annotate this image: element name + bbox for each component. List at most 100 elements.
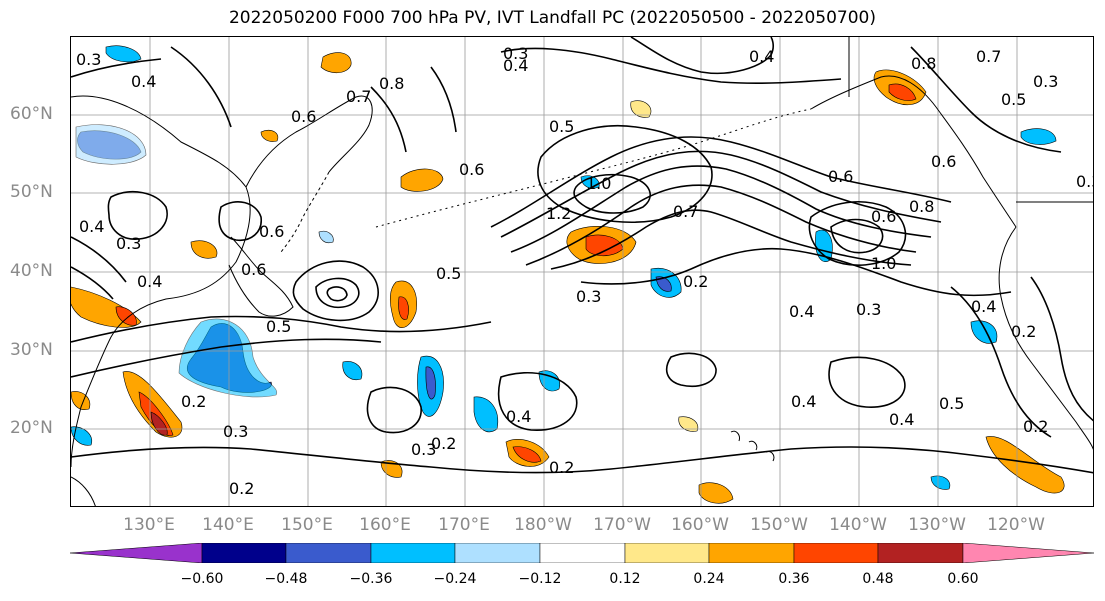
contour-label: 0.4: [137, 272, 162, 291]
contour-label: 0.3: [503, 44, 528, 63]
contour-north-1: [500, 47, 842, 85]
contour-south-loop-1: [366, 386, 422, 434]
contour-jet-1: [490, 136, 952, 228]
contour-label: 0.3: [411, 440, 436, 459]
lon-label-140w: 140°W: [829, 515, 887, 535]
contour-label: 1.0: [871, 254, 896, 273]
contour-mid-band-1: [71, 315, 492, 343]
contour-label: 0.3: [856, 300, 881, 319]
lat-label-20n: 20°N: [10, 418, 53, 438]
colorbar: [69, 542, 1095, 564]
colorbar-segment: [539, 542, 626, 564]
colorbar-tick: 0.60: [947, 571, 979, 587]
contour-jet-3: [510, 165, 932, 253]
colorbar-tick: 0.48: [862, 571, 894, 587]
contour-south-band: [71, 446, 1093, 474]
colorbar-segment: [962, 542, 1095, 564]
lon-label-130e: 130°E: [123, 515, 175, 535]
lon-label-170e: 170°E: [438, 515, 490, 535]
lon-label-150e: 150°E: [281, 515, 333, 535]
contour-ridge-outer: [580, 247, 1012, 297]
lat-label-60n: 60°N: [10, 104, 53, 124]
anomaly-blob-pos-baja: [985, 436, 1065, 494]
colorbar-segment: [877, 542, 964, 564]
contour-label: 0.4: [789, 302, 814, 321]
colorbar-tick: 0.12: [609, 571, 641, 587]
contour-label: 0.8: [909, 197, 934, 216]
coastline-hawaii: [730, 430, 775, 462]
contour-label: 0.3: [1076, 172, 1094, 191]
map-panel[interactable]: 0.3 0.4 0.4 0.8 0.6 0.7 0.5 0.6 0.8 0.7 …: [70, 36, 1094, 507]
contour-east-band: [950, 286, 1052, 438]
contour-label: 1.2: [546, 204, 571, 223]
contour-label: 0.4: [79, 217, 104, 236]
colorbar-segment: [370, 542, 456, 564]
contour-label: 0.5: [1001, 90, 1026, 109]
anomaly-blob-neg-central-1-core: [425, 366, 436, 400]
map-title: 2022050200 F000 700 hPa PV, IVT Landfall…: [228, 8, 876, 28]
anomaly-blob-pos-china-core: [115, 306, 137, 326]
anomaly-blob-neg-small-2: [342, 361, 363, 380]
contour-label: 0.7: [346, 87, 371, 106]
colorbar-segment: [793, 542, 879, 564]
contour-jet-2: [500, 150, 942, 238]
contour-label: 0.6: [828, 167, 853, 186]
contour-label: 0.3: [223, 422, 248, 441]
pv-contours: [71, 37, 1093, 474]
contour-label: 0.6: [241, 260, 266, 279]
anomaly-blob-pos-kamchatka: [320, 52, 352, 74]
contour-low-kuril-inner: [315, 277, 360, 309]
anomaly-blob-pos-small-2: [260, 129, 279, 142]
contour-label: 0.6: [871, 207, 896, 226]
coastline-na-west: [998, 226, 1093, 450]
anomaly-blob-pos-small-3: [190, 240, 218, 259]
contour-label: 0.6: [459, 160, 484, 179]
contour-nw-loop-2: [218, 201, 262, 242]
contour-label: 0.2: [431, 434, 456, 453]
contour-label: 0.4: [971, 297, 996, 316]
contour-jet-5: [550, 209, 912, 270]
colorbar-tick: 0.24: [693, 571, 725, 587]
anomaly-blob-pos-hawaii: [698, 482, 734, 504]
lon-label-160w: 160°W: [671, 515, 729, 535]
lat-label-40n: 40°N: [10, 261, 53, 281]
anomaly-blob-neg-japan-light: [178, 318, 278, 398]
contour-label: 0.3: [576, 287, 601, 306]
contour-label: 0.2: [683, 272, 708, 291]
contour-label: 0.4: [749, 47, 774, 66]
anomaly-blob-pos-japan-core: [398, 296, 409, 320]
anomaly-blob-neg-canada: [1020, 128, 1057, 145]
contour-label: 0.2: [549, 458, 574, 477]
contour-east-band-2: [1030, 276, 1093, 422]
contour-north-2: [630, 37, 774, 75]
contour-label: 0.4: [791, 392, 816, 411]
colorbar-segment: [454, 542, 541, 564]
contour-label: 0.7: [976, 47, 1001, 66]
coastline-canada-border: [848, 37, 1093, 203]
colorbar-segment: [69, 542, 203, 564]
anomaly-blob-pos-small-5: [678, 416, 699, 432]
contour-jet-4: [525, 184, 917, 266]
contour-north-west: [71, 46, 232, 128]
lon-label-120w: 120°W: [987, 515, 1045, 535]
contour-south-loop-3: [828, 356, 906, 408]
contour-loop-dateline: [537, 124, 713, 223]
colorbar-segment: [708, 542, 795, 564]
contour-mid-band-2: [71, 338, 382, 378]
contour-label: 0.2: [1011, 322, 1036, 341]
coastline-aleutians: [375, 108, 812, 228]
contour-label: 1.0: [586, 174, 611, 193]
contour-ne-loop-inner: [830, 218, 884, 254]
contour-label: 0.2: [1023, 417, 1048, 436]
contour-label: 0.6: [291, 107, 316, 126]
lon-label-170w: 170°W: [593, 515, 651, 535]
anomaly-blob-neg-east-2: [970, 320, 998, 344]
anomaly-blob-pos-central-pac-core: [512, 446, 542, 463]
anomaly-blob-neg-small-3: [71, 426, 93, 446]
colorbar-tick: −0.36: [349, 571, 393, 587]
coastline-philippines: [71, 476, 96, 506]
graticule: [71, 37, 1093, 506]
contour-north-east: [910, 46, 1062, 153]
contour-loop-inner: [573, 173, 651, 214]
lon-label-160e: 160°E: [359, 515, 411, 535]
